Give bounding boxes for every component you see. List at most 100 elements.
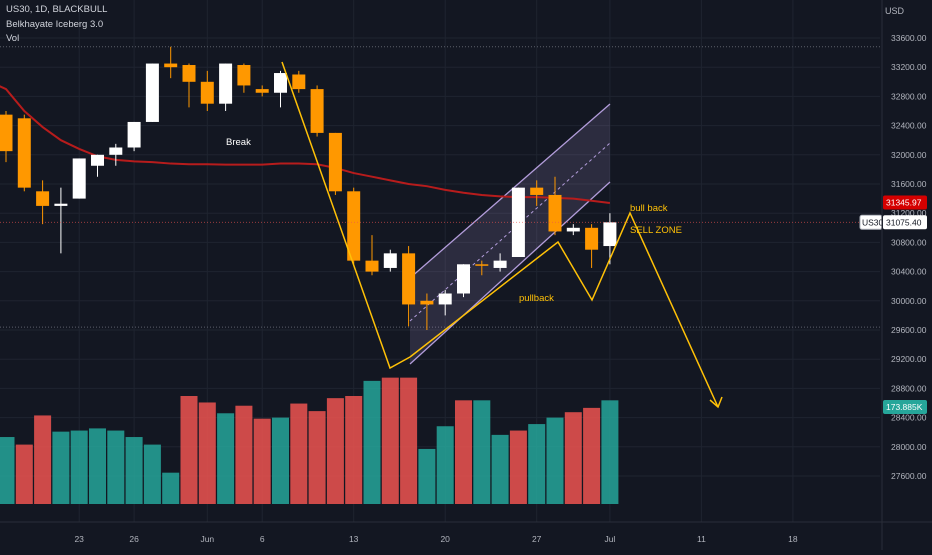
- price-tick-label: 28400.00: [891, 413, 927, 423]
- candle-body: [200, 81, 214, 104]
- volume-bar: [473, 400, 491, 504]
- candle: [365, 235, 379, 276]
- volume-bar: [290, 403, 308, 504]
- volume-indicator-label[interactable]: Vol: [6, 33, 20, 44]
- bull-back-label: bull back: [630, 203, 668, 214]
- volume-bar: [34, 415, 52, 504]
- volume-bar: [107, 430, 125, 504]
- price-tick-label: 30800.00: [891, 237, 927, 247]
- break-label: Break: [226, 137, 251, 148]
- candle: [347, 187, 361, 265]
- candle: [109, 143, 123, 166]
- price-tick-label: 32800.00: [891, 91, 927, 101]
- candle: [585, 224, 599, 268]
- time-tick-label: 27: [532, 534, 542, 544]
- volume-bar: [253, 418, 271, 504]
- volume-bar: [436, 426, 454, 504]
- candle: [493, 253, 507, 272]
- candle: [255, 85, 269, 97]
- candle: [511, 187, 525, 257]
- volume-bar: [125, 437, 143, 504]
- volume-bar: [418, 448, 436, 504]
- candle-body: [365, 260, 379, 272]
- volume-bar: [198, 402, 216, 504]
- channel-mid-line: [409, 142, 611, 322]
- candle-body: [36, 191, 50, 206]
- candle-body: [420, 300, 434, 305]
- time-tick-label: Jul: [604, 534, 615, 544]
- candle-body: [328, 132, 342, 192]
- time-tick-label: 11: [697, 534, 706, 544]
- volume-bar: [381, 377, 399, 504]
- candle-body: [292, 74, 306, 90]
- candle-body: [72, 158, 86, 199]
- candle: [328, 132, 342, 195]
- candle-body: [438, 293, 452, 305]
- price-tick-label: 28800.00: [891, 383, 927, 393]
- volume-bar: [235, 405, 253, 504]
- volume-bar: [363, 380, 381, 504]
- arrow-head: [709, 396, 723, 409]
- volume-bar: [509, 430, 527, 504]
- candle: [145, 63, 159, 122]
- volume-bar: [70, 430, 88, 504]
- volume-bar: [326, 398, 344, 504]
- candle-body: [457, 264, 470, 294]
- candle: [164, 46, 178, 79]
- candle: [200, 70, 214, 111]
- indicator-label[interactable]: Belkhayate Iceberg 3.0: [6, 19, 104, 30]
- price-tick-label: 27600.00: [891, 471, 927, 481]
- volume-tag-value: 173.885K: [886, 402, 923, 412]
- volume-bar: [89, 428, 106, 504]
- candle-body: [164, 63, 178, 68]
- candle-body: [511, 187, 525, 257]
- candle-body: [17, 118, 31, 188]
- channel-lower-line: [409, 181, 611, 365]
- candle-body: [493, 260, 507, 268]
- volume-bar: [546, 417, 564, 504]
- time-tick-label: Jun: [200, 534, 214, 544]
- symbol-title[interactable]: US30, 1D, BLACKBULL: [6, 4, 108, 15]
- candle: [457, 264, 470, 298]
- price-tick-label: 28000.00: [891, 442, 927, 452]
- price-tick-label: 33200.00: [891, 62, 927, 72]
- moving-average-line: [0, 85, 611, 204]
- price-tick-label: 32400.00: [891, 121, 927, 131]
- volume-bar: [180, 396, 198, 504]
- last-price-tag: [883, 215, 927, 230]
- candle: [219, 63, 233, 111]
- price-tick-label: 31200.00: [891, 208, 927, 218]
- candle: [310, 85, 324, 137]
- volume-bar: [0, 437, 15, 504]
- price-tick-label: 30400.00: [891, 267, 927, 277]
- candle-body: [145, 63, 159, 122]
- candle-body: [0, 114, 13, 152]
- candle: [383, 249, 397, 272]
- time-tick-label: 20: [440, 534, 450, 544]
- time-tick-label: 26: [129, 534, 139, 544]
- volume-bar: [217, 413, 235, 504]
- candle-body: [530, 187, 544, 195]
- candle-body: [182, 65, 196, 82]
- candle: [237, 63, 251, 93]
- symbol-tag-label: US30: [862, 217, 884, 227]
- candle-body: [219, 63, 233, 104]
- price-tick-label: 29600.00: [891, 325, 927, 335]
- ma-price-tag: [883, 195, 927, 210]
- candle-body: [603, 222, 617, 247]
- channel-fill: [410, 104, 610, 364]
- candle-body: [566, 227, 580, 232]
- breakdown-path: [281, 61, 411, 370]
- candle: [420, 293, 434, 330]
- candle: [17, 114, 31, 192]
- volume-bar: [583, 407, 601, 504]
- currency-label: USD: [884, 6, 904, 16]
- price-tick-label: 31600.00: [891, 179, 927, 189]
- candle: [36, 180, 50, 225]
- pullback-label: pullback: [519, 293, 554, 304]
- volume-bar: [601, 400, 619, 504]
- ma-price-tag-value: 31345.97: [886, 198, 922, 208]
- candle: [91, 154, 104, 177]
